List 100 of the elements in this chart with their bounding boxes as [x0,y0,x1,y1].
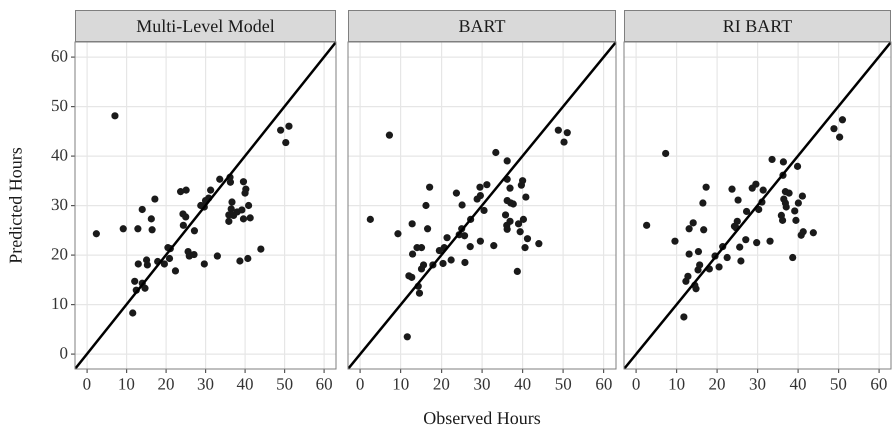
point [207,186,214,194]
chart-title: RI BART [624,10,891,42]
point [768,156,776,164]
point [778,216,786,224]
y-tick-label: 0 [60,344,68,363]
y-axis-title: Predicted Hours [6,147,26,264]
point [240,215,248,222]
point [172,267,180,274]
point [129,309,136,317]
x-tick-label: 0 [356,374,364,394]
point [686,225,693,232]
y-tick-label: 40 [51,145,68,164]
point [766,238,774,245]
point [226,178,234,186]
point [200,260,208,268]
point [798,192,806,200]
x-tick-label: 10 [392,374,410,394]
point [838,116,846,124]
point [734,196,742,204]
point [182,186,190,194]
point [148,226,156,234]
y-tick-label: 20 [51,244,68,264]
x-axis-title: Observed Hours [422,408,542,429]
x-tick-label: 50 [276,374,294,394]
point [789,254,796,262]
point [782,203,790,211]
point [794,162,802,170]
point [699,199,706,207]
point [694,266,702,274]
point [682,278,690,285]
point [662,150,670,158]
point [180,222,187,229]
point [144,261,151,269]
point [166,254,174,262]
y-tick-label: 30 [51,194,68,214]
point [785,190,793,197]
point [190,250,198,258]
point [285,122,293,130]
x-tick-label: 60 [870,374,888,394]
point [225,218,232,225]
point [111,112,119,120]
point [692,285,700,292]
x-tick-label: 30 [749,374,766,394]
point [134,260,142,268]
point [810,229,817,236]
point [228,198,236,206]
point [241,190,249,197]
x-tick-label: 60 [316,374,333,394]
point [686,250,693,258]
chart-title: Multi-Level Model [75,10,336,42]
point [700,226,708,234]
point [120,225,127,232]
point [228,205,235,213]
point [238,206,246,214]
point [160,260,168,268]
x-tick-label: 40 [514,374,532,394]
point [92,230,100,238]
point [752,180,760,188]
point [182,213,190,220]
point [277,126,284,134]
point [736,244,744,251]
point [190,227,198,234]
point [214,252,221,260]
point [734,218,741,225]
point [680,313,688,321]
x-tick-label: 20 [432,374,450,394]
point [728,186,736,193]
chart-title: BART [348,10,616,42]
point [141,284,149,292]
point [830,125,838,132]
x-tick-label: 60 [595,374,612,394]
point [715,263,723,271]
point [702,184,710,191]
point [244,254,252,262]
point [257,246,264,253]
point [690,219,697,226]
point [216,176,224,183]
x-tick-label: 20 [157,374,174,394]
point [836,134,844,141]
point [643,222,650,229]
y-tick-label: 50 [51,96,68,115]
point [240,178,248,186]
point [148,215,155,222]
point [794,199,802,207]
y-tick-label: 60 [51,46,68,66]
point [282,138,290,146]
x-tick-label: 30 [197,374,214,394]
point [780,158,787,166]
x-tick-label: 30 [474,374,490,394]
x-tick-label: 10 [118,374,135,394]
point [694,248,702,256]
x-tick-label: 40 [236,374,254,394]
x-tick-label: 20 [708,374,726,394]
point [742,236,750,244]
point [737,257,745,265]
x-tick-label: 0 [632,374,640,394]
point [760,186,767,194]
point [791,207,798,215]
x-tick-label: 10 [668,374,686,394]
point [131,278,138,285]
